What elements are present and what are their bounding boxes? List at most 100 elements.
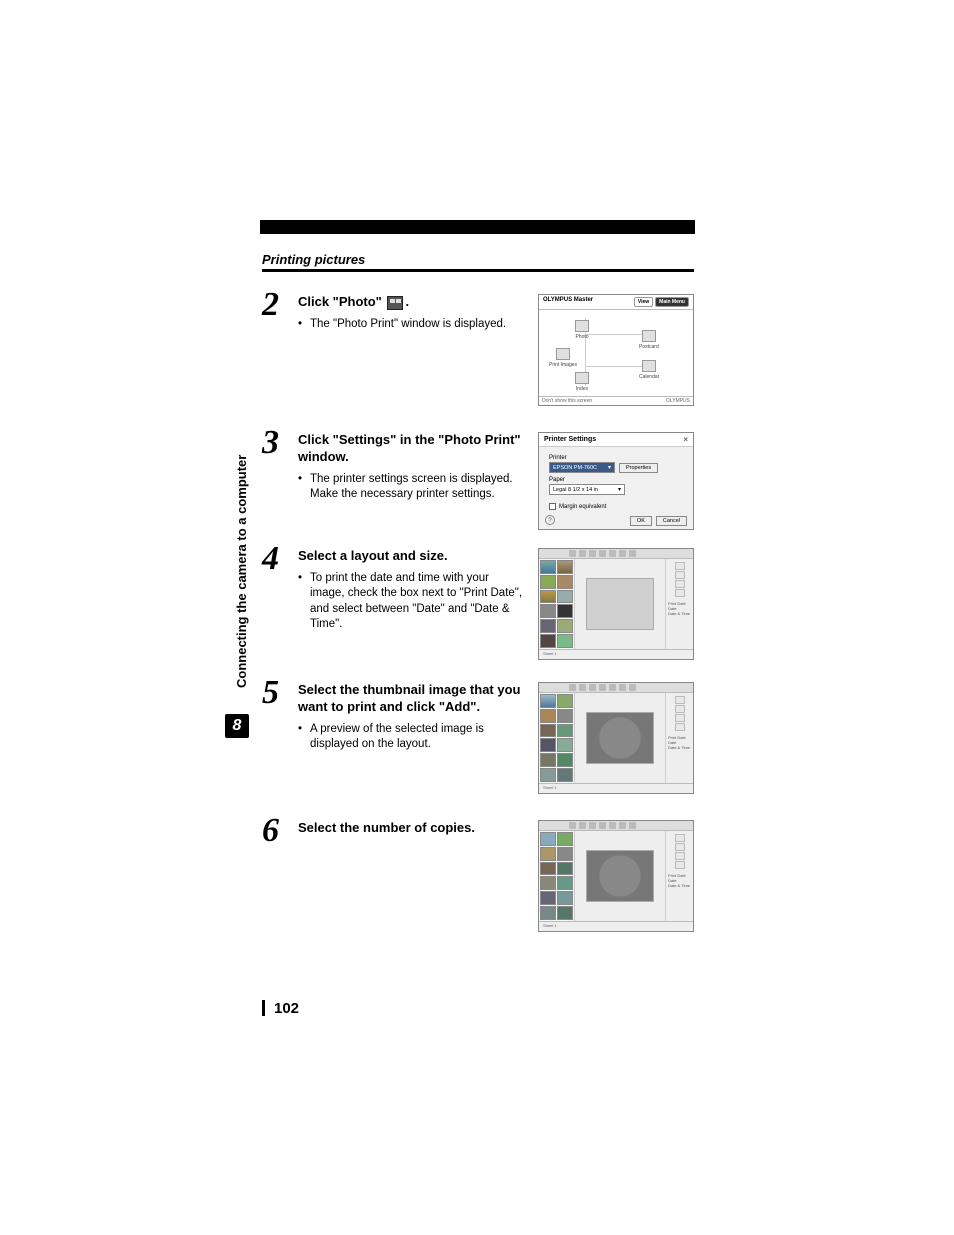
thumbnail[interactable] [557, 768, 573, 782]
thumbnail[interactable] [557, 694, 573, 708]
thumbnail-panel [539, 693, 575, 783]
layout-option[interactable] [675, 571, 685, 579]
thumbnail[interactable] [540, 604, 556, 618]
thumbnail[interactable] [557, 876, 573, 890]
layout-option[interactable] [675, 580, 685, 588]
thumbnail[interactable] [557, 832, 573, 846]
layout-option[interactable] [675, 861, 685, 869]
thumbnail[interactable] [540, 832, 556, 846]
chevron-down-icon: ▾ [618, 486, 621, 493]
layout-option[interactable] [675, 852, 685, 860]
side-panel: Print Date Date Date & Time [665, 831, 693, 921]
tool-icon[interactable] [579, 684, 586, 691]
thumbnail[interactable] [540, 906, 556, 920]
fig2-cancel-button[interactable]: Cancel [656, 516, 687, 526]
tool-icon[interactable] [619, 550, 626, 557]
tool-icon[interactable] [589, 550, 596, 557]
layout-option[interactable] [675, 843, 685, 851]
tool-icon[interactable] [579, 822, 586, 829]
fig2-properties-button[interactable]: Properties [619, 463, 658, 473]
thumbnail[interactable] [557, 604, 573, 618]
tool-icon[interactable] [619, 822, 626, 829]
thumbnail[interactable] [540, 753, 556, 767]
thumbnail[interactable] [540, 738, 556, 752]
thumbnail[interactable] [557, 738, 573, 752]
thumbnail[interactable] [540, 694, 556, 708]
thumbnail-panel [539, 559, 575, 649]
step-number: 6 [262, 812, 279, 850]
fig1-footer-brand: OLYMPUS [666, 398, 690, 404]
tool-icon[interactable] [629, 684, 636, 691]
thumbnail[interactable] [557, 709, 573, 723]
fig2-paper-dropdown[interactable]: Legal 8 1/2 x 14 in▾ [549, 484, 625, 495]
fig1-postcard-item[interactable]: Postcard [639, 330, 659, 350]
thumbnail[interactable] [557, 753, 573, 767]
thumbnail[interactable] [540, 619, 556, 633]
thumbnail[interactable] [557, 590, 573, 604]
tool-icon[interactable] [569, 684, 576, 691]
thumbnail[interactable] [557, 847, 573, 861]
layout-option[interactable] [675, 562, 685, 570]
fig1-print-images-item[interactable]: Print Images [549, 348, 577, 368]
tool-icon[interactable] [569, 550, 576, 557]
layout-option[interactable] [675, 714, 685, 722]
tool-icon[interactable] [589, 684, 596, 691]
thumbnail[interactable] [557, 891, 573, 905]
thumbnail[interactable] [557, 634, 573, 648]
fig1-photo-item[interactable]: Photo [575, 320, 589, 340]
fig1-calendar-item[interactable]: Calendar [639, 360, 659, 380]
fig2-margin-checkbox[interactable]: Margin equivalent [549, 503, 683, 510]
tool-icon[interactable] [609, 684, 616, 691]
step-5: 5 Select the thumbnail image that you wa… [262, 682, 694, 753]
tool-icon[interactable] [599, 684, 606, 691]
close-icon[interactable]: × [683, 435, 688, 444]
fig2-printer-label: Printer [549, 455, 683, 461]
tool-icon[interactable] [609, 550, 616, 557]
thumbnail[interactable] [557, 862, 573, 876]
layout-option[interactable] [675, 834, 685, 842]
section-header: Printing pictures [262, 252, 365, 267]
layout-option[interactable] [675, 589, 685, 597]
step-number: 5 [262, 674, 279, 712]
thumbnail[interactable] [540, 575, 556, 589]
tool-icon[interactable] [579, 550, 586, 557]
tool-icon[interactable] [629, 550, 636, 557]
thumbnail[interactable] [557, 560, 573, 574]
thumbnail[interactable] [540, 876, 556, 890]
fig1-index-item[interactable]: Index [575, 372, 589, 392]
thumbnail[interactable] [557, 906, 573, 920]
preview-page [586, 578, 654, 630]
thumbnail[interactable] [540, 634, 556, 648]
thumbnail[interactable] [557, 724, 573, 738]
step-number: 2 [262, 286, 279, 324]
thumbnail[interactable] [540, 560, 556, 574]
tool-icon[interactable] [629, 822, 636, 829]
layout-option[interactable] [675, 705, 685, 713]
tool-icon[interactable] [609, 822, 616, 829]
tool-icon[interactable] [619, 684, 626, 691]
help-icon[interactable]: ? [545, 515, 555, 525]
thumbnail[interactable] [540, 862, 556, 876]
thumbnail[interactable] [540, 724, 556, 738]
page-number: 102 [274, 1000, 299, 1017]
step-title: Click "Settings" in the "Photo Print" wi… [298, 432, 523, 466]
thumbnail[interactable] [557, 619, 573, 633]
layout-option[interactable] [675, 696, 685, 704]
tool-icon[interactable] [599, 822, 606, 829]
fig1-view-btn[interactable]: View [634, 297, 653, 307]
layout-option[interactable] [675, 723, 685, 731]
tool-icon[interactable] [589, 822, 596, 829]
tool-icon[interactable] [599, 550, 606, 557]
thumbnail[interactable] [540, 847, 556, 861]
thumbnail[interactable] [540, 709, 556, 723]
thumbnail[interactable] [557, 575, 573, 589]
tool-icon[interactable] [569, 822, 576, 829]
fig1-footer-check[interactable]: Don't show this screen [542, 398, 592, 404]
step-4: 4 Select a layout and size. To print the… [262, 548, 694, 633]
thumbnail[interactable] [540, 590, 556, 604]
thumbnail[interactable] [540, 768, 556, 782]
fig2-ok-button[interactable]: OK [630, 516, 652, 526]
fig1-menu-btn[interactable]: Main Menu [655, 297, 689, 307]
thumbnail[interactable] [540, 891, 556, 905]
fig2-printer-dropdown[interactable]: EPSON PM-760C▾ [549, 462, 615, 473]
